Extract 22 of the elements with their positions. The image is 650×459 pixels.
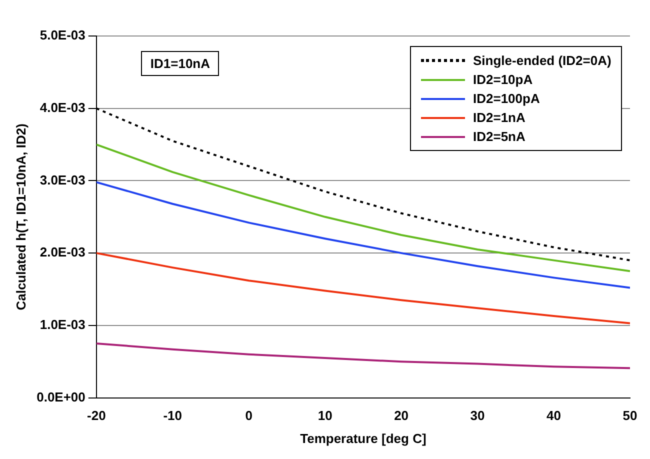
legend-label: ID2=1nA (473, 110, 526, 125)
annotation: ID1=10nA (141, 51, 220, 76)
y-tick-label: 2.0E-03 (40, 244, 86, 260)
y-tick-label: 5.0E-03 (40, 28, 86, 43)
y-tick-label: 4.0E-03 (40, 100, 86, 115)
y-tick-label: 3.0E-03 (40, 172, 86, 188)
y-tick-label: 0.0E+00 (36, 389, 86, 404)
y-tick-label: 1.0E-03 (40, 317, 86, 332)
legend-label: ID2=10pA (473, 72, 533, 87)
x-tick-label: -20 (86, 408, 106, 424)
legend-label: ID2=5nA (473, 129, 526, 144)
x-tick-label: 20 (394, 408, 409, 424)
legend-label: ID2=100pA (473, 91, 540, 106)
x-tick-label: -10 (163, 408, 182, 424)
x-tick-label: 50 (622, 408, 638, 424)
x-tick-label: 30 (470, 408, 485, 424)
y-axis-title: Calculated h(T, ID1=10nA, ID2) (13, 124, 28, 310)
legend-label: Single-ended (ID2=0A) (473, 53, 612, 68)
x-axis-title: Temperature [deg C] (300, 430, 426, 446)
x-tick-label: 0 (245, 408, 252, 424)
x-tick-label: 40 (546, 408, 562, 424)
x-tick-label: 10 (318, 408, 332, 424)
